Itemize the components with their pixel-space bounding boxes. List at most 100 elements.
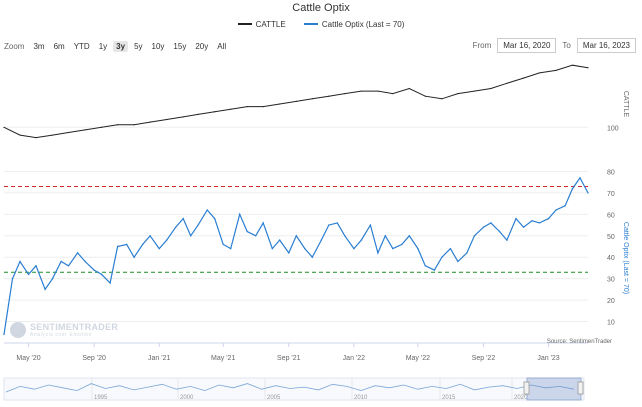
point-cattle-optix: [490, 222, 492, 224]
navigator[interactable]: 1995 2000 2005 2010 2015 2020: [3, 377, 585, 401]
point-cattle-optix: [158, 247, 160, 250]
point-cattle-optix: [311, 256, 313, 258]
point-cattle-optix: [424, 265, 427, 267]
point-cattle-optix: [482, 226, 485, 228]
to-date-input[interactable]: Mar 16, 2023: [576, 38, 636, 53]
point-cattle-optix: [229, 247, 232, 250]
point-cattle: [262, 105, 264, 108]
point-cattle-optix: [222, 243, 224, 246]
legend-item-optix[interactable]: Cattle Optix (Last = 70): [303, 19, 405, 29]
point-cattle-optix: [288, 252, 290, 254]
zoom-button-all[interactable]: All: [217, 41, 227, 51]
point-cattle-optix: [84, 260, 86, 263]
point-cattle: [230, 108, 232, 110]
navigator-tick-label: 2010: [354, 395, 368, 401]
point-cattle: [490, 87, 492, 90]
point-cattle: [441, 98, 443, 100]
point-cattle-optix: [538, 222, 541, 224]
zoom-button-3y[interactable]: 3y: [113, 40, 129, 52]
point-cattle-optix: [116, 245, 119, 248]
point-cattle: [279, 103, 281, 105]
x-tick-label: May '20: [16, 355, 40, 362]
y-tick-label: 50: [607, 234, 615, 241]
zoom-button-3m[interactable]: 3m: [33, 41, 45, 51]
point-cattle-optix: [133, 256, 135, 258]
x-tick-label: Sep '21: [277, 355, 301, 362]
point-cattle-optix: [587, 192, 589, 194]
point-cattle: [166, 118, 168, 121]
zoom-button-ytd[interactable]: YTD: [73, 41, 90, 51]
legend-label-cattle: CATTLE: [255, 19, 286, 29]
from-label: From: [472, 41, 492, 50]
point-cattle-optix: [531, 220, 533, 222]
point-cattle-optix: [175, 226, 177, 228]
point-cattle: [424, 95, 426, 97]
point-cattle: [19, 134, 21, 136]
navigator-handle-right[interactable]: [577, 381, 584, 395]
navigator-tick-label: 2000: [180, 395, 194, 401]
point-cattle: [51, 134, 54, 136]
point-cattle: [101, 126, 103, 128]
zoom-controls: Zoom 3m 6m YTD 1y 3y 5y 10y 15y 20y All: [4, 39, 232, 53]
point-cattle-optix: [76, 252, 79, 254]
navigator-selection[interactable]: [526, 377, 582, 401]
point-cattle-optix: [360, 239, 363, 241]
navigator-tick-label: 2020: [514, 395, 528, 401]
zoom-button-15y[interactable]: 15y: [173, 41, 187, 51]
point-cattle-optix: [149, 235, 151, 237]
navigator-tick-label: 1995: [94, 395, 108, 401]
point-cattle-optix: [60, 260, 62, 263]
point-cattle-optix: [93, 269, 95, 271]
zoom-button-5y[interactable]: 5y: [134, 41, 143, 51]
legend-item-cattle[interactable]: CATTLE: [237, 19, 286, 29]
point-cattle: [538, 72, 541, 74]
zoom-button-1y[interactable]: 1y: [98, 41, 108, 51]
point-cattle: [182, 116, 184, 118]
navigator-handle-left[interactable]: [523, 381, 530, 395]
zoom-button-6m[interactable]: 6m: [53, 41, 65, 51]
point-cattle: [571, 64, 574, 66]
point-cattle: [360, 90, 362, 92]
legend-label-optix: Cattle Optix (Last = 70): [321, 19, 405, 29]
x-tick-label: May '21: [211, 355, 235, 362]
point-cattle: [295, 100, 297, 103]
source-credit: Source: SentimenTrader: [546, 339, 612, 345]
y-tick-label: 10: [607, 320, 615, 327]
navigator-tick-label: 2005: [267, 395, 281, 401]
y-tick-label: 80: [607, 169, 615, 176]
zoom-button-10y[interactable]: 10y: [151, 41, 165, 51]
point-cattle: [457, 93, 459, 95]
point-cattle-optix: [433, 269, 436, 271]
point-cattle-optix: [320, 239, 323, 241]
point-cattle: [506, 82, 508, 84]
point-cattle: [197, 113, 199, 115]
watermark-logo: SENTIMENTRADER Analysis over Emotion: [10, 322, 118, 338]
navigator-tick-label: 2015: [442, 395, 456, 401]
point-cattle: [473, 90, 475, 92]
point-cattle-optix: [506, 239, 508, 241]
x-tick-label: Jan '21: [148, 355, 170, 362]
point-cattle-optix: [271, 247, 273, 250]
point-cattle: [67, 131, 70, 134]
zoom-button-20y[interactable]: 20y: [195, 41, 209, 51]
point-cattle: [408, 87, 410, 90]
point-cattle-optix: [279, 239, 281, 241]
point-cattle-optix: [579, 177, 581, 179]
zoom-label: Zoom: [4, 41, 25, 51]
point-cattle: [84, 129, 86, 131]
y-tick-label: 20: [607, 298, 615, 305]
point-cattle: [133, 124, 135, 126]
x-tick-label: Sep '20: [82, 355, 106, 362]
point-cattle-optix: [457, 260, 459, 263]
point-cattle-optix: [498, 230, 501, 233]
point-cattle-optix: [571, 187, 574, 190]
from-date-input[interactable]: Mar 16, 2020: [497, 38, 557, 53]
point-cattle-optix: [3, 333, 5, 336]
point-cattle-optix: [189, 235, 192, 237]
navigator-track[interactable]: [3, 377, 585, 401]
x-tick-label: Jan '23: [537, 355, 559, 362]
point-cattle-optix: [328, 224, 330, 226]
point-cattle-optix: [555, 209, 557, 211]
